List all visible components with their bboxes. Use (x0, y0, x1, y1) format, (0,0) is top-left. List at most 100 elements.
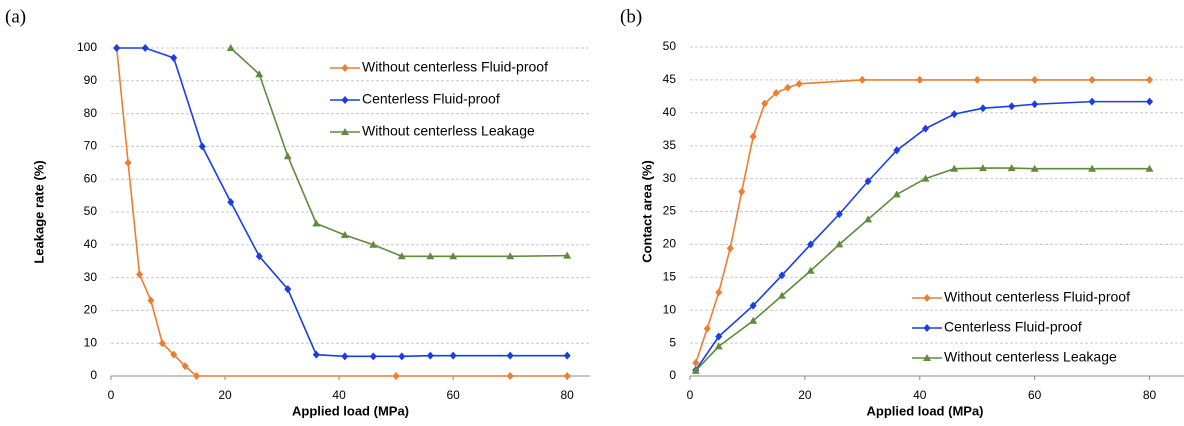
marker (835, 210, 843, 219)
x-tick-label: 80 (561, 388, 575, 402)
marker (136, 270, 144, 279)
marker (255, 70, 264, 78)
y-tick-label: 20 (663, 237, 677, 251)
x-tick-label: 0 (687, 388, 694, 402)
y-tick-label: 5 (669, 335, 676, 349)
marker (807, 240, 815, 249)
legend-label: Centerless Fluid-proof (362, 91, 500, 107)
y-tick-label: 15 (663, 269, 677, 283)
marker (749, 132, 757, 141)
y-tick-label: 40 (84, 237, 98, 251)
marker (726, 244, 734, 253)
y-tick-label: 60 (84, 171, 98, 185)
x-tick-label: 40 (332, 388, 346, 402)
marker (426, 252, 435, 260)
x-tick-label: 80 (1143, 388, 1157, 402)
legend-label: Centerless Fluid-proof (944, 319, 1082, 335)
y-tick-label: 50 (84, 204, 98, 218)
marker (1008, 102, 1016, 111)
marker (950, 164, 959, 172)
marker (449, 252, 458, 260)
marker (341, 352, 349, 361)
marker (392, 372, 400, 380)
marker (738, 187, 746, 196)
marker (778, 271, 786, 280)
marker (158, 339, 166, 348)
y-tick-label: 25 (663, 204, 677, 218)
marker (761, 99, 769, 108)
x-tick-label: 20 (798, 388, 812, 402)
marker (715, 332, 723, 341)
marker (340, 230, 349, 238)
x-tick-label: 20 (218, 388, 232, 402)
marker (784, 83, 792, 92)
y-tick-label: 0 (90, 368, 97, 382)
marker (692, 358, 700, 367)
y-tick-label: 0 (669, 368, 676, 382)
legend-label: Without centerless Fluid-proof (944, 289, 1130, 305)
marker (312, 350, 320, 359)
marker (563, 251, 572, 259)
marker (1145, 164, 1154, 172)
y-tick-label: 40 (663, 105, 677, 119)
marker (255, 252, 263, 261)
marker (1007, 164, 1016, 172)
marker (835, 240, 844, 248)
marker (864, 177, 872, 186)
marker (563, 372, 571, 380)
marker (921, 174, 930, 182)
marker (506, 351, 514, 360)
y-tick-label: 30 (84, 270, 98, 284)
marker (170, 53, 178, 62)
marker (1088, 164, 1097, 172)
marker (227, 198, 235, 207)
series-line (695, 167, 1150, 372)
y-tick-label: 10 (663, 302, 677, 316)
marker (772, 89, 780, 98)
y-tick-label: 45 (663, 72, 677, 86)
marker (973, 75, 981, 84)
legend-label: Without centerless Fluid-proof (362, 59, 548, 75)
marker (426, 351, 434, 360)
marker (1088, 75, 1096, 84)
marker (397, 252, 406, 260)
marker (864, 215, 873, 223)
marker (341, 96, 349, 104)
y-tick-label: 90 (84, 73, 98, 87)
marker (226, 44, 235, 51)
marker (893, 146, 901, 155)
x-tick-label: 60 (1028, 388, 1042, 402)
marker (506, 372, 514, 380)
marker (714, 342, 723, 350)
marker (979, 104, 987, 113)
y-tick-label: 70 (84, 139, 98, 153)
marker (181, 362, 189, 371)
marker (978, 164, 987, 172)
x-axis-title: Applied load (MPa) (867, 403, 984, 418)
marker (715, 288, 723, 297)
panel-label: (a) (5, 6, 26, 27)
marker (777, 291, 786, 299)
marker (749, 301, 757, 310)
x-tick-label: 0 (108, 388, 115, 402)
marker (691, 366, 700, 374)
y-tick-label: 100 (77, 40, 97, 54)
y-axis-title: Contact area (%) (639, 160, 654, 263)
marker (892, 190, 901, 198)
marker (703, 324, 711, 333)
panel-label: (b) (620, 6, 642, 27)
marker (312, 219, 321, 227)
marker (341, 128, 349, 135)
series-line (230, 47, 568, 258)
y-axis-title: Leakage rate (%) (31, 160, 46, 263)
marker (369, 240, 378, 248)
marker (922, 124, 930, 133)
marker (1146, 75, 1154, 84)
y-tick-label: 35 (663, 138, 677, 152)
y-tick-label: 30 (663, 171, 677, 185)
marker (1031, 75, 1039, 84)
marker (113, 44, 121, 52)
marker (193, 372, 201, 380)
